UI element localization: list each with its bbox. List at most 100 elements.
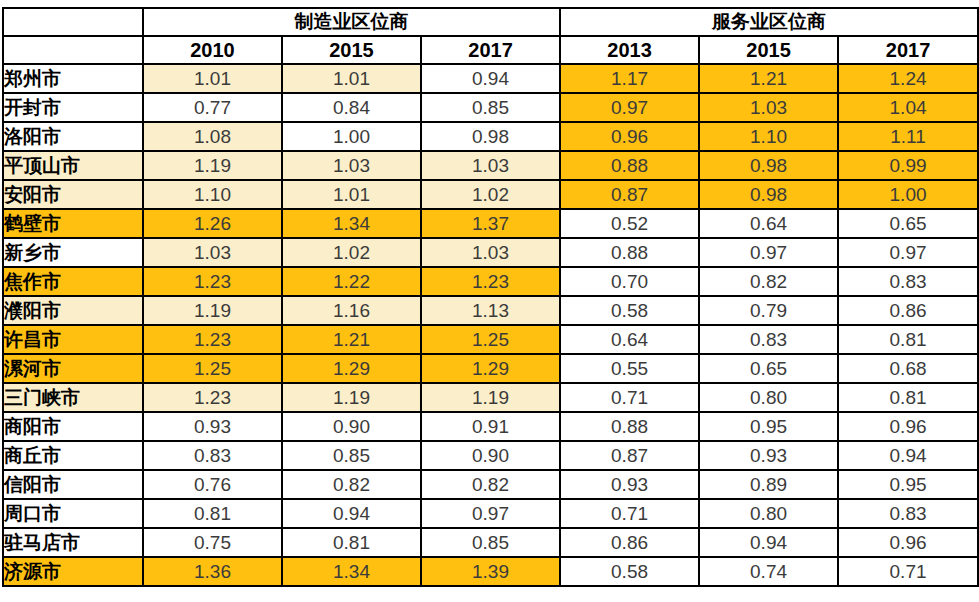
srv-value-cell: 0.98 [699, 180, 838, 209]
mfg-value-cell: 1.01 [282, 180, 421, 209]
srv-value-cell: 0.71 [560, 383, 699, 412]
srv-value-cell: 0.94 [699, 528, 838, 557]
srv-value-cell: 0.98 [699, 151, 838, 180]
srv-value-cell: 0.83 [838, 499, 978, 528]
mfg-value-cell: 0.85 [421, 528, 560, 557]
table-row: 商丘市 0.83 0.85 0.90 0.87 0.93 0.94 [3, 441, 978, 470]
table-row: 济源市 1.36 1.34 1.39 0.58 0.74 0.71 [3, 557, 978, 586]
city-name-cell: 周口市 [3, 499, 143, 528]
mfg-value-cell: 1.25 [143, 354, 282, 383]
mfg-value-cell: 0.97 [421, 499, 560, 528]
corner-cell [3, 8, 143, 36]
srv-value-cell: 0.83 [699, 325, 838, 354]
mfg-value-cell: 1.13 [421, 296, 560, 325]
mfg-value-cell: 0.94 [421, 64, 560, 93]
mfg-value-cell: 1.34 [282, 557, 421, 586]
year-header-mfg-2015: 2015 [282, 36, 421, 64]
mfg-value-cell: 0.91 [421, 412, 560, 441]
mfg-value-cell: 1.39 [421, 557, 560, 586]
srv-value-cell: 0.70 [560, 267, 699, 296]
year-header-srv-2017: 2017 [838, 36, 978, 64]
city-name-cell: 济源市 [3, 557, 143, 586]
year-header-mfg-2010: 2010 [143, 36, 282, 64]
corner-cell-2 [3, 36, 143, 64]
mfg-value-cell: 0.84 [282, 93, 421, 122]
mfg-value-cell: 1.29 [421, 354, 560, 383]
table-body: 郑州市 1.01 1.01 0.94 1.17 1.21 1.24 开封市 0.… [3, 64, 978, 586]
city-name-cell: 焦作市 [3, 267, 143, 296]
city-name-cell: 濮阳市 [3, 296, 143, 325]
city-name-cell: 开封市 [3, 93, 143, 122]
table-row: 信阳市 0.76 0.82 0.82 0.93 0.89 0.95 [3, 470, 978, 499]
city-name-cell: 商丘市 [3, 441, 143, 470]
srv-value-cell: 0.55 [560, 354, 699, 383]
city-name-cell: 漯河市 [3, 354, 143, 383]
srv-value-cell: 0.80 [699, 499, 838, 528]
mfg-value-cell: 1.03 [421, 151, 560, 180]
table-row: 商阳市 0.93 0.90 0.91 0.88 0.95 0.96 [3, 412, 978, 441]
mfg-value-cell: 1.19 [282, 383, 421, 412]
mfg-value-cell: 0.85 [421, 93, 560, 122]
table-row: 周口市 0.81 0.94 0.97 0.71 0.80 0.83 [3, 499, 978, 528]
city-name-cell: 安阳市 [3, 180, 143, 209]
srv-value-cell: 0.86 [838, 296, 978, 325]
mfg-value-cell: 1.34 [282, 209, 421, 238]
mfg-value-cell: 1.21 [282, 325, 421, 354]
mfg-value-cell: 0.82 [421, 470, 560, 499]
mfg-value-cell: 1.22 [282, 267, 421, 296]
srv-value-cell: 0.96 [560, 122, 699, 151]
srv-value-cell: 0.68 [838, 354, 978, 383]
srv-value-cell: 1.10 [699, 122, 838, 151]
table-row: 漯河市 1.25 1.29 1.29 0.55 0.65 0.68 [3, 354, 978, 383]
mfg-value-cell: 1.26 [143, 209, 282, 238]
srv-value-cell: 0.89 [699, 470, 838, 499]
table-row: 焦作市 1.23 1.22 1.23 0.70 0.82 0.83 [3, 267, 978, 296]
mfg-value-cell: 0.85 [282, 441, 421, 470]
table-row: 驻马店市 0.75 0.81 0.85 0.86 0.94 0.96 [3, 528, 978, 557]
srv-value-cell: 0.82 [699, 267, 838, 296]
srv-value-cell: 0.81 [838, 383, 978, 412]
mfg-value-cell: 1.23 [143, 325, 282, 354]
group-header-row: 制造业区位商 服务业区位商 [3, 8, 978, 36]
mfg-value-cell: 0.76 [143, 470, 282, 499]
mfg-value-cell: 1.23 [143, 383, 282, 412]
table-row: 濮阳市 1.19 1.16 1.13 0.58 0.79 0.86 [3, 296, 978, 325]
srv-value-cell: 0.88 [560, 238, 699, 267]
mfg-value-cell: 1.16 [282, 296, 421, 325]
mfg-value-cell: 1.19 [421, 383, 560, 412]
mfg-value-cell: 1.02 [421, 180, 560, 209]
srv-value-cell: 0.87 [560, 441, 699, 470]
mfg-value-cell: 1.19 [143, 296, 282, 325]
srv-value-cell: 1.11 [838, 122, 978, 151]
srv-value-cell: 0.58 [560, 557, 699, 586]
srv-value-cell: 0.93 [560, 470, 699, 499]
mfg-value-cell: 1.10 [143, 180, 282, 209]
year-header-srv-2013: 2013 [560, 36, 699, 64]
table-row: 安阳市 1.10 1.01 1.02 0.87 0.98 1.00 [3, 180, 978, 209]
table-row: 平顶山市 1.19 1.03 1.03 0.88 0.98 0.99 [3, 151, 978, 180]
srv-value-cell: 0.79 [699, 296, 838, 325]
group-header-services: 服务业区位商 [560, 8, 978, 36]
mfg-value-cell: 1.23 [143, 267, 282, 296]
srv-value-cell: 0.88 [560, 151, 699, 180]
mfg-value-cell: 0.81 [282, 528, 421, 557]
city-name-cell: 三门峡市 [3, 383, 143, 412]
srv-value-cell: 0.58 [560, 296, 699, 325]
year-header-mfg-2017: 2017 [421, 36, 560, 64]
srv-value-cell: 0.88 [560, 412, 699, 441]
srv-value-cell: 0.97 [699, 238, 838, 267]
srv-value-cell: 0.94 [838, 441, 978, 470]
srv-value-cell: 1.03 [699, 93, 838, 122]
mfg-value-cell: 0.81 [143, 499, 282, 528]
mfg-value-cell: 0.83 [143, 441, 282, 470]
mfg-value-cell: 0.77 [143, 93, 282, 122]
city-name-cell: 商阳市 [3, 412, 143, 441]
srv-value-cell: 0.93 [699, 441, 838, 470]
mfg-value-cell: 1.08 [143, 122, 282, 151]
mfg-value-cell: 1.02 [282, 238, 421, 267]
srv-value-cell: 0.97 [838, 238, 978, 267]
mfg-value-cell: 1.25 [421, 325, 560, 354]
page: 制造业区位商 服务业区位商 2010 2015 2017 2013 2015 2… [0, 0, 979, 602]
group-header-manufacturing: 制造业区位商 [143, 8, 560, 36]
srv-value-cell: 0.65 [838, 209, 978, 238]
